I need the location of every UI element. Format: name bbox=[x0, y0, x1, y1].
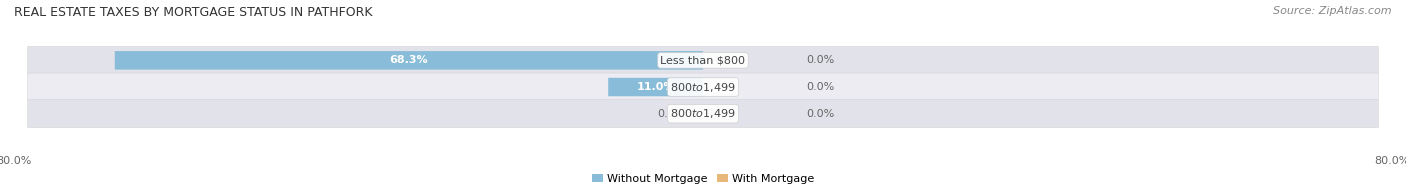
Text: 0.0%: 0.0% bbox=[658, 109, 686, 119]
Text: 0.0%: 0.0% bbox=[807, 109, 835, 119]
FancyBboxPatch shape bbox=[115, 51, 703, 70]
Text: 0.0%: 0.0% bbox=[807, 82, 835, 92]
Text: 0.0%: 0.0% bbox=[807, 55, 835, 65]
FancyBboxPatch shape bbox=[28, 73, 1378, 101]
Text: Less than $800: Less than $800 bbox=[661, 55, 745, 65]
Legend: Without Mortgage, With Mortgage: Without Mortgage, With Mortgage bbox=[588, 170, 818, 189]
Text: $800 to $1,499: $800 to $1,499 bbox=[671, 81, 735, 93]
Text: $800 to $1,499: $800 to $1,499 bbox=[671, 107, 735, 120]
FancyBboxPatch shape bbox=[28, 100, 1378, 128]
Text: Source: ZipAtlas.com: Source: ZipAtlas.com bbox=[1274, 6, 1392, 16]
FancyBboxPatch shape bbox=[28, 46, 1378, 74]
Text: REAL ESTATE TAXES BY MORTGAGE STATUS IN PATHFORK: REAL ESTATE TAXES BY MORTGAGE STATUS IN … bbox=[14, 6, 373, 19]
FancyBboxPatch shape bbox=[609, 78, 703, 96]
Text: 11.0%: 11.0% bbox=[637, 82, 675, 92]
Text: 68.3%: 68.3% bbox=[389, 55, 429, 65]
